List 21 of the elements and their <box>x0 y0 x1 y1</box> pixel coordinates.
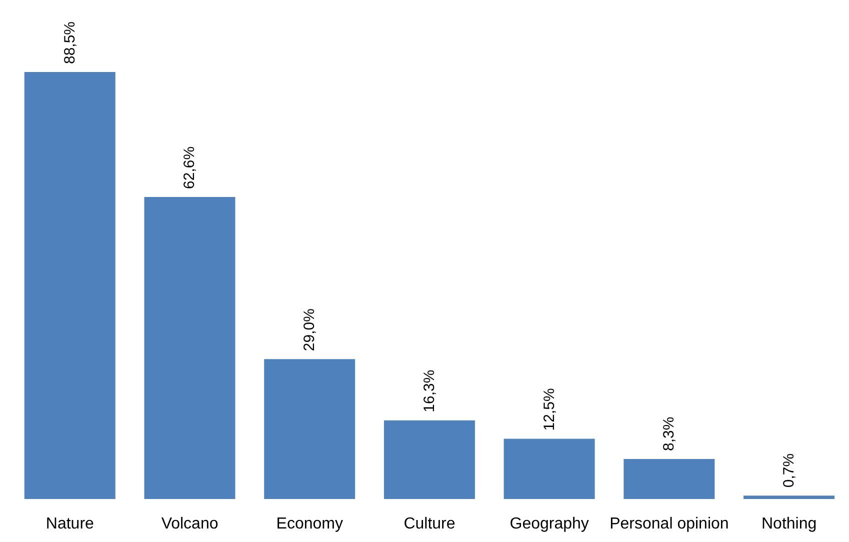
bar <box>264 359 356 499</box>
x-tick-label: Volcano <box>161 515 218 532</box>
bar <box>504 438 595 499</box>
x-tick-label: Culture <box>404 515 456 532</box>
bar <box>624 458 715 499</box>
bar <box>24 72 116 499</box>
x-tick-label: Nature <box>46 515 94 532</box>
bar <box>384 420 475 499</box>
bar <box>744 496 835 499</box>
data-label: 16,3% <box>420 370 438 412</box>
data-label: 0,7% <box>780 453 798 488</box>
x-tick-label: Economy <box>276 515 343 532</box>
data-label: 62,6% <box>181 146 198 189</box>
x-tick-label: Personal opinion <box>610 515 729 532</box>
x-tick-label: Nothing <box>761 515 817 532</box>
data-label: 8,3% <box>660 416 678 451</box>
data-label: 88,5% <box>61 21 78 64</box>
data-label: 12,5% <box>540 388 558 431</box>
bar <box>144 196 236 499</box>
x-tick-label: Geography <box>510 515 589 532</box>
data-label: 29,0% <box>301 308 318 352</box>
